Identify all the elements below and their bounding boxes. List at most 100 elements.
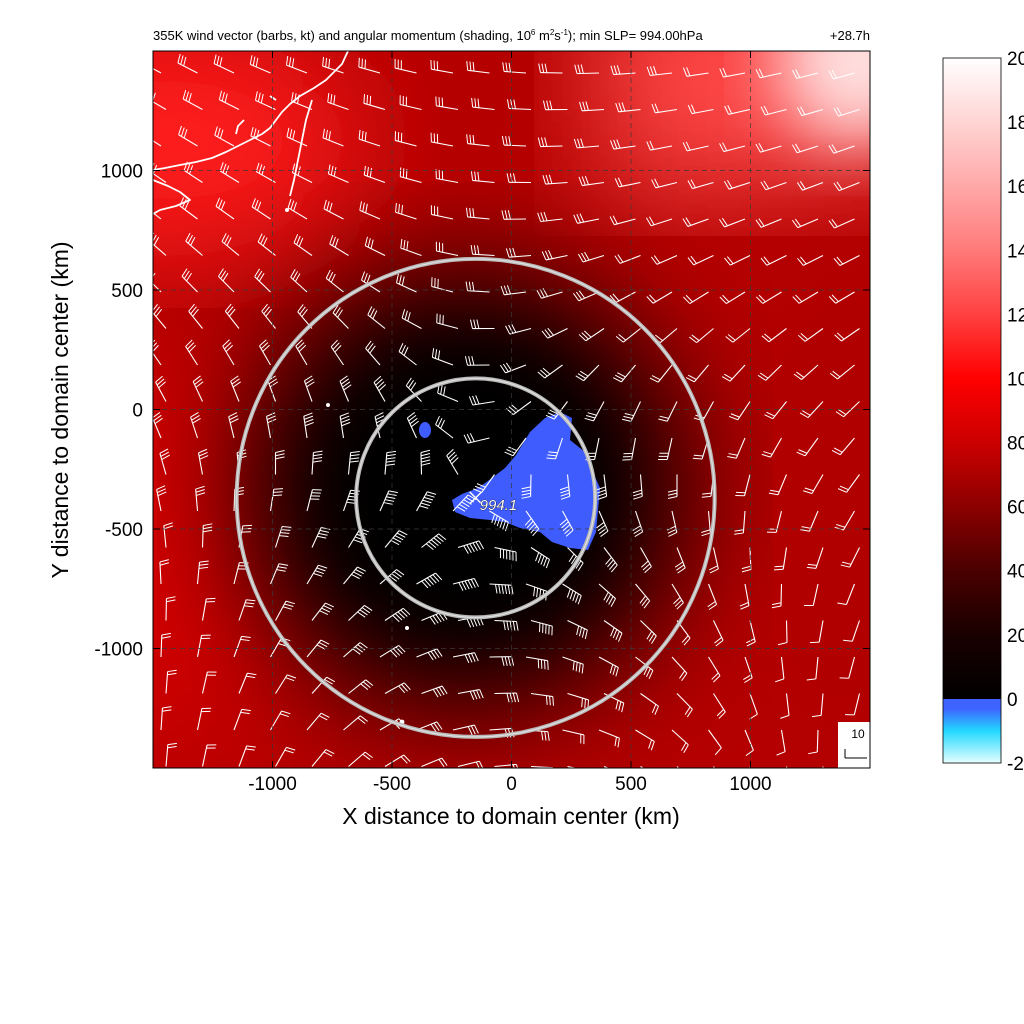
wind-barb-feather	[501, 656, 505, 666]
wind-barb-feather	[287, 674, 297, 679]
wind-barb-feather	[401, 684, 408, 692]
wind-barb-feather	[196, 492, 206, 496]
x-axis-label: X distance to domain center (km)	[342, 803, 679, 829]
wind-barb-feather	[540, 137, 545, 147]
wind-barb-feather	[839, 485, 849, 491]
wind-barb-shaft	[431, 285, 454, 293]
wind-barb-feather	[542, 175, 547, 185]
wind-barb	[160, 706, 172, 731]
wind-barb-feather	[159, 562, 170, 566]
wind-barb-feather	[218, 268, 224, 277]
wind-barb-shaft	[201, 598, 207, 621]
wind-barb	[421, 533, 447, 550]
wind-barb-feather	[624, 413, 634, 417]
wind-barb-feather	[667, 496, 678, 499]
wind-barb	[435, 241, 459, 257]
wind-barb-feather	[715, 639, 724, 647]
wind-barb-feather	[596, 521, 605, 529]
wind-barb	[446, 448, 459, 475]
wind-barb-feather	[587, 412, 597, 416]
wind-barb-feather	[401, 204, 404, 215]
wind-barb-shaft	[494, 619, 517, 623]
wind-barb-feather	[728, 453, 738, 456]
wind-barb-feather	[643, 666, 649, 676]
wind-barb	[201, 744, 217, 767]
wind-barb-feather	[584, 698, 586, 709]
wind-barb-feather	[498, 584, 501, 594]
wind-barb	[384, 682, 411, 694]
wind-barb-shaft	[640, 620, 657, 637]
wind-barb-feather	[254, 199, 259, 209]
wind-barb-feather	[544, 63, 548, 73]
wind-barb-feather	[541, 330, 549, 339]
wind-barb-feather	[466, 134, 469, 144]
wind-barb-feather	[153, 306, 161, 315]
wind-barb	[828, 69, 855, 80]
wind-barb-feather	[544, 137, 548, 147]
wind-barb	[658, 437, 673, 460]
wind-barb-feather	[297, 166, 301, 176]
wind-barb-feather	[385, 463, 395, 466]
wind-barb-feather	[734, 529, 744, 532]
wind-barb	[682, 217, 709, 227]
wind-barb-feather	[297, 342, 305, 350]
wind-barb-feather	[578, 176, 583, 186]
wind-barb-shaft	[765, 108, 787, 116]
wind-barb-feather	[653, 255, 661, 264]
wind-barb-feather	[468, 356, 472, 366]
wind-barb-feather	[293, 234, 299, 243]
wind-barb-shaft	[760, 218, 782, 228]
wind-barb-feather	[281, 710, 291, 715]
wind-barb-feather	[161, 632, 171, 636]
wind-barb	[749, 693, 758, 720]
wind-barb-feather	[760, 106, 766, 116]
wind-barb-feather	[632, 489, 642, 494]
wind-barb-shaft	[585, 328, 605, 342]
wind-barb-shaft	[737, 401, 751, 421]
wind-barb	[837, 583, 856, 605]
wind-barb-feather	[392, 615, 400, 623]
wind-barb-shaft	[615, 291, 636, 303]
wind-barb-feather	[623, 415, 633, 419]
wind-barb	[343, 642, 368, 658]
wind-barb-feather	[547, 250, 553, 259]
wind-barb-feather	[157, 491, 167, 497]
colorbar-tick-label: -20	[1007, 754, 1024, 775]
wind-barb	[541, 327, 568, 339]
wind-barb-feather	[330, 339, 338, 348]
wind-barb-feather	[334, 307, 341, 316]
wind-barb-feather	[188, 165, 194, 175]
colorbar-tick-label: 160	[1007, 177, 1024, 198]
wind-barb-feather	[275, 456, 285, 460]
wind-barb-feather	[316, 567, 326, 572]
wind-barb-feather	[375, 378, 383, 386]
wind-barb-feather	[564, 527, 572, 534]
wind-barb	[219, 162, 240, 183]
wind-barb-feather	[225, 165, 230, 175]
wind-barb-shaft	[749, 693, 758, 715]
wind-barb	[228, 412, 239, 439]
wind-barb-feather	[369, 95, 372, 106]
wind-barb	[406, 412, 419, 439]
wind-barb-shaft	[640, 693, 659, 707]
wind-barb-feather	[584, 417, 594, 422]
wind-barb-feather	[192, 418, 201, 424]
wind-barb	[265, 412, 277, 439]
wind-barb-feather	[262, 237, 268, 247]
wind-barb-shaft	[729, 255, 751, 266]
wind-barb-shaft	[275, 747, 287, 767]
wind-barb-feather	[282, 606, 292, 610]
wind-barb-feather	[224, 342, 232, 350]
wind-barb-feather	[328, 271, 334, 281]
wind-barb-shaft	[622, 328, 641, 343]
y-axis-label: Y distance to domain center (km)	[47, 241, 73, 578]
wind-barb-shaft	[230, 380, 240, 402]
wind-barb	[468, 395, 495, 406]
wind-barb	[622, 437, 637, 461]
wind-barb-shaft	[400, 176, 422, 184]
wind-barb	[153, 411, 163, 439]
wind-barb-shaft	[159, 561, 162, 585]
wind-barb-feather	[508, 62, 511, 72]
wind-barb-feather	[148, 129, 151, 138]
